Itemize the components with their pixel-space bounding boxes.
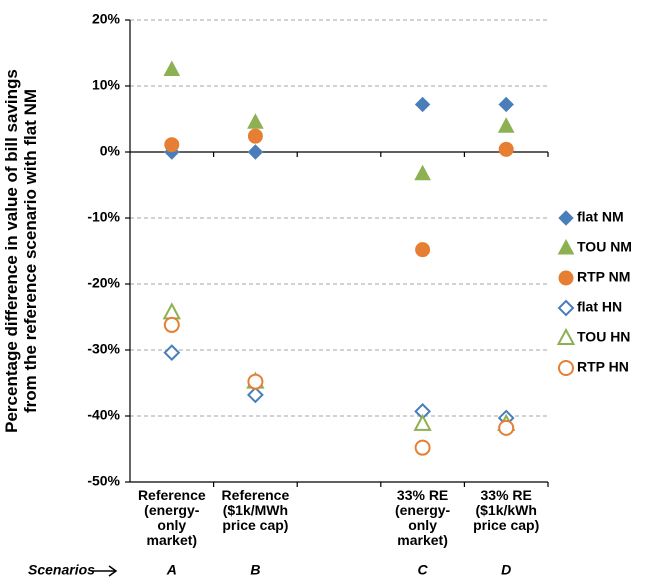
data-point bbox=[498, 419, 515, 436]
legend-marker bbox=[557, 238, 575, 255]
y-tick-label: -30% bbox=[87, 341, 120, 357]
legend-label: TOU HN bbox=[577, 329, 630, 345]
y-tick-label: -40% bbox=[87, 407, 120, 423]
data-point bbox=[414, 164, 431, 181]
y-axis-title: Percentage difference in value of bill s… bbox=[2, 69, 40, 433]
legend-marker bbox=[558, 270, 574, 286]
data-point bbox=[414, 439, 431, 456]
data-point bbox=[163, 60, 181, 76]
legend-marker bbox=[558, 210, 574, 226]
y-tick-label: -10% bbox=[87, 209, 120, 225]
data-point bbox=[163, 316, 180, 333]
data-point bbox=[497, 117, 515, 133]
data-point bbox=[415, 242, 431, 258]
legend-label: RTP HN bbox=[577, 359, 629, 375]
y-axis-title-line: from the reference scenario with flat NM bbox=[21, 89, 40, 413]
data-point bbox=[164, 137, 180, 153]
legend-marker bbox=[557, 299, 575, 317]
data-point bbox=[498, 96, 514, 113]
legend-label: RTP NM bbox=[577, 269, 630, 285]
data-point bbox=[246, 386, 264, 404]
data-point bbox=[162, 302, 181, 320]
legend-marker bbox=[556, 327, 576, 345]
y-tick-label: -20% bbox=[87, 275, 120, 291]
scenario-letter: D bbox=[501, 562, 511, 578]
y-tick-label: 10% bbox=[92, 77, 121, 93]
scenario-arrow-head bbox=[108, 565, 118, 577]
legend-label: flat HN bbox=[577, 299, 622, 315]
data-point bbox=[247, 373, 264, 390]
y-tick-label: 0% bbox=[100, 143, 121, 159]
x-tick-label: Reference ($1k/MWh price cap) bbox=[222, 487, 290, 533]
y-tick-label: 20% bbox=[92, 11, 121, 27]
legend-marker bbox=[558, 360, 574, 376]
y-tick-label: -50% bbox=[87, 473, 120, 489]
scenario-letter: B bbox=[250, 562, 260, 578]
data-point bbox=[498, 141, 514, 157]
scenario-letter: C bbox=[418, 562, 429, 578]
legend-label: flat NM bbox=[577, 209, 624, 225]
scenario-letter: A bbox=[166, 562, 177, 578]
data-point bbox=[414, 96, 431, 113]
x-tick-label: Reference (energy-only market) bbox=[138, 487, 206, 548]
data-point bbox=[413, 413, 432, 431]
x-tick-label: 33% RE (energy-only market) bbox=[395, 487, 451, 548]
x-tick-label: 33% RE ($1k/kWh price cap) bbox=[473, 487, 539, 533]
legend-label: TOU NM bbox=[577, 239, 632, 255]
data-point bbox=[247, 128, 263, 144]
data-point bbox=[247, 144, 264, 160]
data-point bbox=[247, 113, 264, 129]
data-point bbox=[163, 344, 181, 362]
y-axis-title-line: Percentage difference in value of bill s… bbox=[2, 69, 21, 433]
scenario-label: Scenarios bbox=[28, 562, 95, 578]
